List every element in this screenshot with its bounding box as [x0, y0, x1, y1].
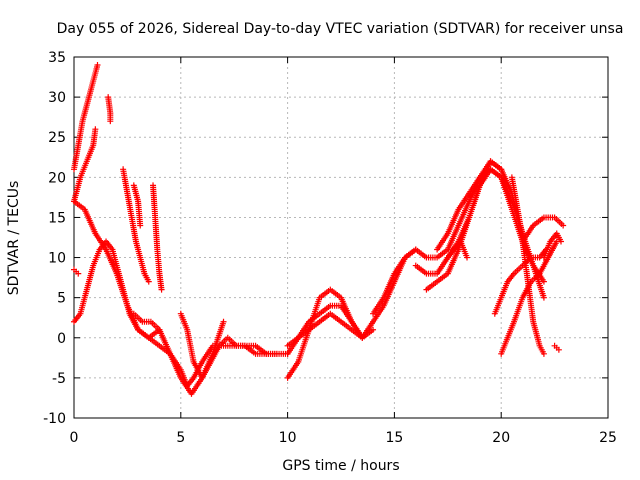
- series-sat-track-s: [444, 238, 471, 261]
- series-sat-track-x: [540, 230, 565, 261]
- data-point: [220, 318, 227, 325]
- y-tick-labels: -10 -5 0 5 10 15 20 25 30 35: [43, 50, 66, 427]
- x-tick-label: 25: [599, 430, 617, 446]
- x-axis-label: GPS time / hours: [282, 458, 399, 474]
- y-tick-label: 30: [48, 90, 66, 106]
- data-point: [464, 254, 471, 261]
- data-point: [540, 294, 547, 301]
- data-point: [145, 278, 152, 285]
- data-point: [107, 118, 114, 125]
- y-axis-label: SDTVAR / TECUs: [6, 181, 22, 296]
- y-tick-label: 25: [48, 130, 66, 146]
- x-tick-label: 10: [279, 430, 297, 446]
- series-sat-track-h: [130, 182, 144, 229]
- x-tick-label: 5: [176, 430, 185, 446]
- series-sat-track-b: [71, 126, 99, 205]
- y-tick-label: 15: [48, 210, 66, 226]
- y-tick-label: -10: [43, 411, 66, 427]
- x-tick-label: 20: [492, 430, 510, 446]
- data-point: [560, 222, 567, 229]
- y-tick-label: -5: [52, 371, 66, 387]
- data-point: [370, 326, 377, 333]
- y-tick-label: 20: [48, 170, 66, 186]
- x-tick-label: 0: [70, 430, 79, 446]
- data-points: [71, 62, 567, 397]
- data-point: [137, 222, 144, 229]
- data-point: [158, 286, 165, 293]
- series-sat-track-a: [71, 62, 101, 173]
- data-point: [273, 350, 280, 357]
- series-sat-track-k: [177, 310, 280, 381]
- data-point: [92, 126, 99, 133]
- series-sat-track-i: [150, 182, 165, 293]
- data-point: [540, 350, 547, 357]
- chart-title: Day 055 of 2026, Sidereal Day-to-day VTE…: [57, 21, 624, 37]
- plot-frame: [73, 56, 609, 419]
- series-sat-track-v: [508, 174, 547, 357]
- data-point: [555, 346, 562, 353]
- y-tick-label: 0: [57, 331, 66, 347]
- series-sat-track-g: [120, 166, 152, 285]
- series-sat-track-t: [491, 246, 550, 317]
- series-sat-track-e: [71, 266, 82, 277]
- data-point: [94, 62, 101, 69]
- series-sat-track-f: [105, 94, 114, 125]
- y-tick-label: 35: [48, 50, 66, 66]
- x-tick-labels: 0 5 10 15 20 25: [70, 430, 617, 446]
- data-point: [75, 270, 82, 277]
- series-sat-track-y: [551, 342, 562, 353]
- data-point: [540, 278, 547, 285]
- x-tick-label: 15: [385, 430, 403, 446]
- y-tick-label: 10: [48, 251, 66, 267]
- series-sat-track-d: [71, 238, 163, 341]
- series-sat-track-w: [519, 214, 567, 245]
- y-tick-label: 5: [57, 291, 66, 307]
- data-point: [558, 238, 565, 245]
- axis-ticks: [73, 56, 609, 419]
